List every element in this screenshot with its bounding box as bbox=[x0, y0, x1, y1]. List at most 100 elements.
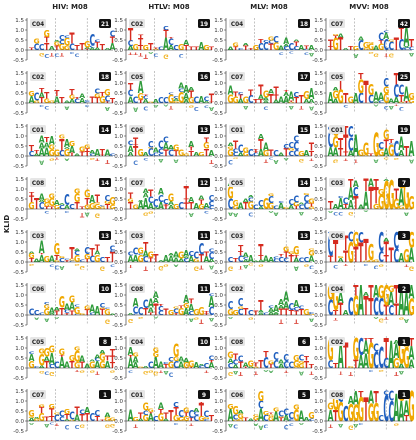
logo-letter: T bbox=[110, 348, 115, 359]
logo-letter: G bbox=[143, 401, 149, 414]
y-tick-label: 1.0 bbox=[314, 81, 323, 87]
logo-letter: T bbox=[238, 250, 243, 257]
logo-letter: G bbox=[44, 197, 51, 204]
logo-letter: T bbox=[163, 307, 169, 318]
logo-letter: T bbox=[100, 420, 105, 422]
cluster-label: C01 bbox=[131, 393, 143, 399]
logo-letter: G bbox=[69, 139, 75, 148]
logo-letter: T bbox=[189, 201, 194, 212]
logo-letter: G bbox=[253, 416, 259, 421]
logo-letter: A bbox=[298, 407, 304, 425]
logo-letter: C bbox=[173, 360, 179, 371]
y-tick-label: 0.0 bbox=[15, 313, 24, 319]
logo-letter: A bbox=[64, 204, 71, 210]
logo-letter: T bbox=[85, 412, 91, 425]
logo-letter: G bbox=[99, 206, 105, 210]
logo-letter: T bbox=[253, 149, 258, 151]
logo-letter: T bbox=[163, 411, 169, 420]
count-badge-bg bbox=[198, 337, 210, 346]
logo-letter-negative: C bbox=[364, 263, 369, 266]
logo-letter: G bbox=[278, 416, 285, 418]
logo-letter-negative: G bbox=[128, 317, 133, 323]
logo-letter: G bbox=[232, 420, 239, 422]
logo-letter: C bbox=[100, 301, 106, 309]
logo-letter: A bbox=[168, 43, 174, 52]
logo-letter: C bbox=[138, 254, 144, 256]
logo-letter: C bbox=[399, 82, 405, 98]
y-tick-label: 1.5 bbox=[314, 230, 323, 236]
logo-letter: C bbox=[158, 47, 164, 52]
y-tick-label: 0.0 bbox=[114, 101, 123, 107]
logo-letter-negative: A bbox=[64, 105, 70, 110]
y-tick-label: -0.5 bbox=[13, 164, 24, 170]
logo-letter: T bbox=[243, 44, 248, 52]
logo-letter: C bbox=[148, 359, 154, 370]
logo-letter: T bbox=[333, 36, 338, 39]
logo-letter: G bbox=[148, 409, 154, 414]
logo-letter: G bbox=[358, 77, 364, 98]
logo-letter: C bbox=[44, 302, 50, 305]
count-badge: 42 bbox=[400, 22, 408, 28]
logo-letter: C bbox=[294, 91, 300, 100]
logo-letter: G bbox=[408, 228, 414, 253]
y-tick-label: 1.0 bbox=[314, 134, 323, 140]
logo-letter: T bbox=[338, 77, 343, 93]
logo-letter: C bbox=[59, 33, 65, 42]
logo-letter: T bbox=[85, 259, 91, 264]
logo-letter: G bbox=[69, 295, 75, 306]
logo-letter: G bbox=[408, 195, 414, 214]
logo-letter-negative: G bbox=[399, 316, 404, 320]
logo-letter-negative: C bbox=[143, 157, 148, 161]
logo-letter-negative: A bbox=[353, 423, 359, 428]
logo-letter: A bbox=[163, 419, 169, 422]
logo-letter: T bbox=[209, 414, 215, 423]
logo-letter: G bbox=[109, 417, 115, 422]
logo-letter-negative: C bbox=[309, 264, 314, 269]
logo-letter: G bbox=[288, 148, 294, 152]
logo-letter-negative: C bbox=[264, 423, 269, 428]
y-tick-label: -0.5 bbox=[112, 323, 123, 329]
logo-letter: A bbox=[338, 257, 345, 264]
y-tick-label: 1.5 bbox=[314, 389, 323, 395]
logo-letter: A bbox=[44, 146, 50, 159]
logo-letter: G bbox=[238, 419, 245, 422]
logo-letter-negative: A bbox=[374, 104, 379, 107]
logo-letter: A bbox=[143, 188, 150, 195]
logo-letter-negative: C bbox=[54, 52, 59, 57]
y-tick-label: 1.5 bbox=[114, 71, 123, 77]
logo-letter: G bbox=[99, 95, 105, 106]
logo-letter: G bbox=[99, 307, 106, 309]
logo-letter: C bbox=[243, 257, 249, 261]
logo-letter: C bbox=[278, 255, 284, 264]
count-badge: 1 bbox=[103, 393, 107, 399]
logo-letter: T bbox=[133, 144, 138, 147]
y-tick-label: -0.5 bbox=[212, 58, 223, 64]
logo-letter: T bbox=[128, 26, 133, 45]
logo-letter: T bbox=[74, 43, 80, 52]
logo-letter: A bbox=[193, 407, 200, 414]
logo-letter-negative: A bbox=[289, 105, 295, 110]
logo-letter: G bbox=[238, 306, 244, 310]
logo-letter-negative: C bbox=[333, 263, 338, 267]
cluster-label-bg bbox=[229, 178, 245, 187]
logo-letter: T bbox=[54, 310, 60, 317]
y-tick-label: 0.5 bbox=[15, 356, 24, 362]
logo-letter: A bbox=[363, 291, 370, 298]
logo-letter: T bbox=[184, 185, 189, 204]
logo-letter: G bbox=[368, 41, 374, 52]
y-tick-label: 0.5 bbox=[15, 409, 24, 415]
logo-letter-negative: A bbox=[309, 317, 315, 322]
y-tick-label: 1.0 bbox=[214, 240, 223, 246]
count-badge-bg bbox=[99, 125, 111, 134]
logo-letter: G bbox=[49, 100, 55, 104]
logo-letter-negative: A bbox=[228, 316, 233, 319]
y-tick-label: 1.0 bbox=[114, 187, 123, 193]
y-tick-label: -0.5 bbox=[112, 217, 123, 223]
y-tick-label: 0.5 bbox=[114, 409, 123, 415]
logo-letter: T bbox=[80, 413, 85, 424]
logo-letter: T bbox=[59, 355, 64, 358]
logo-letter-negative: G bbox=[194, 265, 199, 272]
logo-letter: T bbox=[358, 390, 364, 399]
logo-letter: A bbox=[163, 142, 169, 153]
